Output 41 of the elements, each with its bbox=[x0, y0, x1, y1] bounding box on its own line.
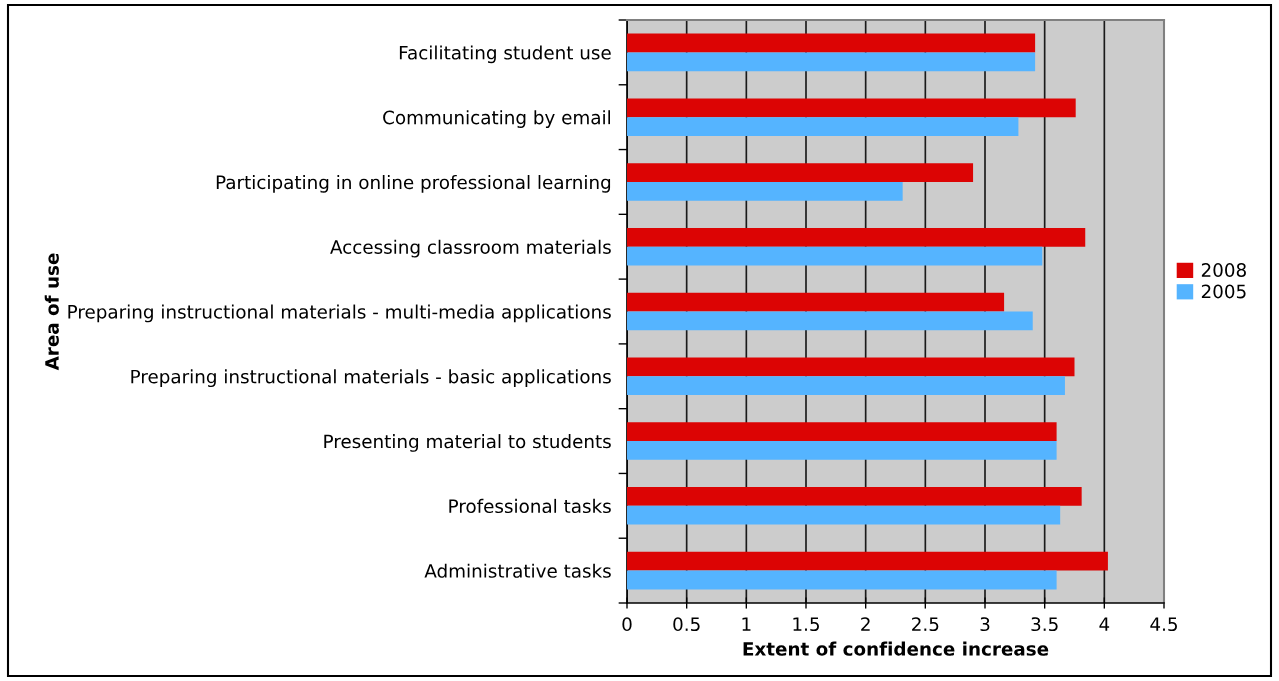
bar bbox=[627, 246, 1043, 266]
x-tick-label: 4 bbox=[1099, 617, 1110, 631]
x-tick-label: 2.5 bbox=[912, 617, 939, 632]
x-tick-label: 3 bbox=[980, 617, 990, 632]
bar bbox=[627, 117, 1019, 136]
bar bbox=[627, 163, 974, 182]
bar bbox=[627, 505, 1061, 525]
y-tick-label: Participating in online professional learning bbox=[216, 174, 611, 193]
bar bbox=[627, 227, 1086, 247]
bar bbox=[627, 570, 1057, 590]
bar bbox=[627, 441, 1057, 460]
legend-label: 2005 bbox=[1201, 284, 1246, 299]
bar bbox=[627, 181, 903, 201]
bar bbox=[627, 551, 1108, 571]
bar bbox=[627, 98, 1076, 118]
y-tick-label: Communicating by email bbox=[383, 110, 610, 128]
x-tick-label: 1.5 bbox=[793, 617, 819, 632]
y-tick-label: Preparing instructional materials - multi-media applications bbox=[68, 304, 611, 323]
bar bbox=[627, 487, 1082, 506]
y-tick-label: Administrative tasks bbox=[424, 563, 611, 578]
bar bbox=[627, 376, 1065, 396]
bar bbox=[627, 52, 1036, 72]
x-tick-label: 2 bbox=[861, 617, 870, 631]
y-tick-label: Facilitating student use bbox=[399, 45, 611, 64]
x-tick-label: 3.5 bbox=[1031, 617, 1058, 632]
x-tick-label: 0.5 bbox=[673, 617, 700, 632]
x-tick-label: 4.5 bbox=[1150, 617, 1177, 632]
legend-label: 2008 bbox=[1201, 263, 1246, 277]
bar bbox=[627, 292, 1005, 312]
bar bbox=[627, 422, 1057, 442]
x-tick-label: 1 bbox=[742, 617, 751, 631]
y-tick-label: Preparing instructional materials - basic applications bbox=[131, 369, 611, 388]
y-axis-title: Area of use bbox=[44, 253, 59, 371]
bar bbox=[627, 357, 1075, 377]
bar bbox=[627, 311, 1033, 331]
bar bbox=[627, 33, 1036, 53]
y-tick-label: Accessing classroom materials bbox=[330, 239, 611, 258]
y-tick-label: Professional tasks bbox=[449, 498, 611, 514]
y-tick-label: Presenting material to students bbox=[324, 434, 611, 452]
x-axis-title: Extent of confidence increase bbox=[743, 641, 1049, 656]
x-tick-label: 0 bbox=[622, 617, 632, 632]
